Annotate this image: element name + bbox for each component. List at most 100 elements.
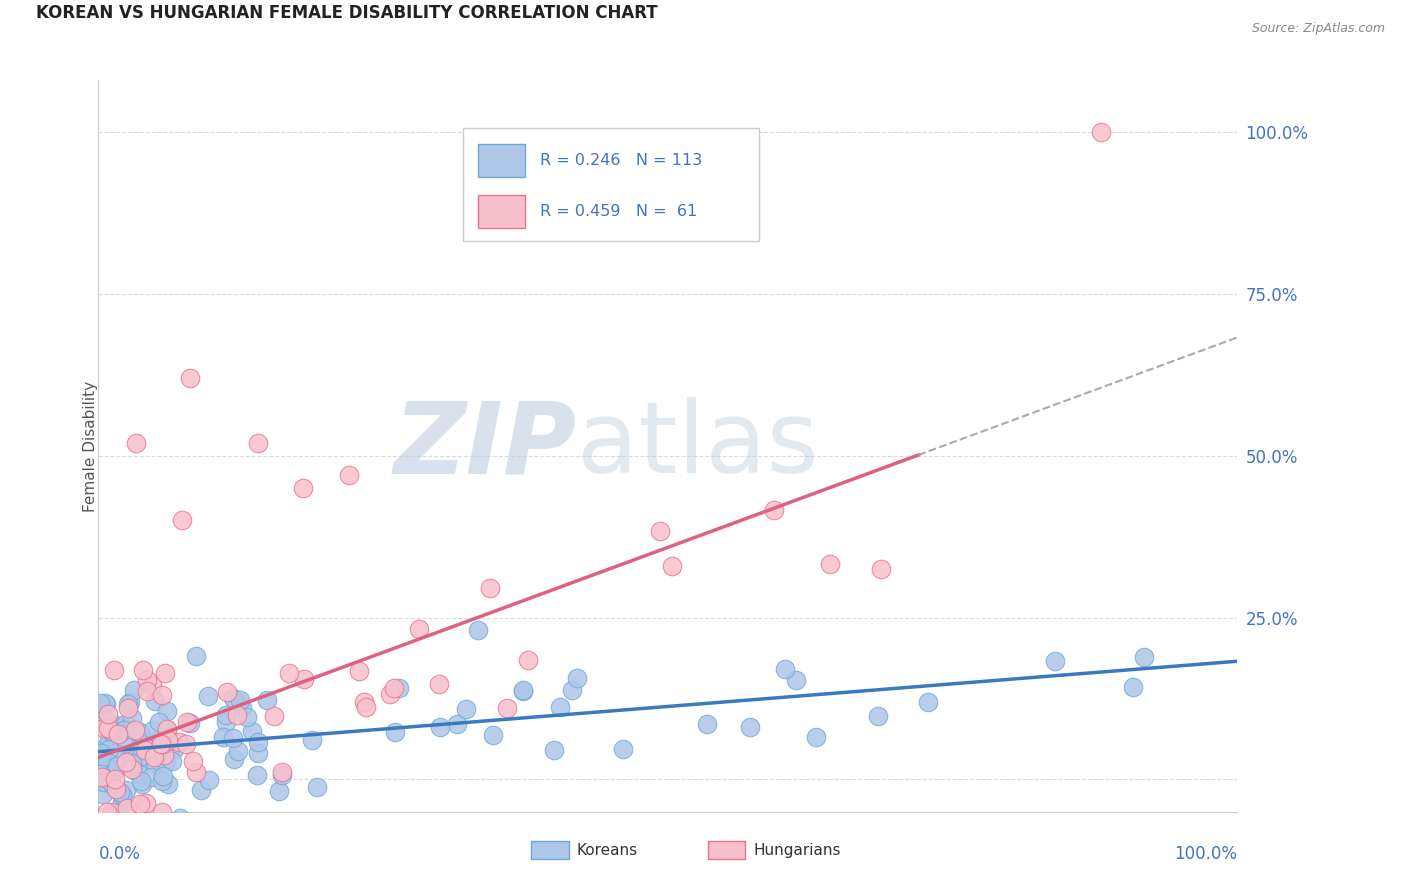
Point bbox=[143, 694, 166, 708]
Point bbox=[382, 681, 405, 695]
Point bbox=[169, 811, 191, 825]
Point bbox=[479, 581, 502, 595]
Point bbox=[89, 696, 111, 710]
Point bbox=[148, 714, 170, 729]
Point bbox=[292, 481, 315, 495]
Point bbox=[349, 664, 371, 678]
Point bbox=[236, 710, 259, 724]
Point bbox=[94, 697, 117, 711]
Point bbox=[429, 720, 451, 734]
Point bbox=[868, 709, 890, 723]
Point bbox=[103, 663, 125, 677]
Point bbox=[129, 749, 152, 764]
Point bbox=[121, 762, 143, 776]
Point bbox=[104, 718, 127, 732]
Point bbox=[170, 513, 193, 527]
Point bbox=[467, 624, 489, 638]
Point bbox=[124, 683, 146, 698]
Point bbox=[517, 652, 540, 666]
Point bbox=[222, 691, 245, 706]
Point bbox=[121, 750, 143, 764]
Point bbox=[104, 729, 127, 743]
Point bbox=[271, 764, 294, 779]
Point bbox=[108, 785, 131, 799]
Point bbox=[121, 756, 143, 770]
Point bbox=[773, 662, 796, 676]
Point bbox=[135, 673, 157, 687]
Point bbox=[108, 805, 131, 819]
Point bbox=[354, 699, 377, 714]
Point bbox=[353, 694, 375, 708]
Point bbox=[118, 695, 141, 709]
Point bbox=[136, 740, 159, 755]
Text: Source: ZipAtlas.com: Source: ZipAtlas.com bbox=[1251, 22, 1385, 36]
Point bbox=[240, 723, 263, 738]
Point bbox=[222, 752, 245, 766]
Point bbox=[101, 777, 124, 791]
Point bbox=[215, 685, 238, 699]
Point bbox=[115, 755, 138, 769]
Text: ZIP: ZIP bbox=[394, 398, 576, 494]
Point bbox=[388, 681, 411, 695]
Point bbox=[98, 733, 121, 747]
Text: KOREAN VS HUNGARIAN FEMALE DISABILITY CORRELATION CHART: KOREAN VS HUNGARIAN FEMALE DISABILITY CO… bbox=[35, 4, 658, 21]
Point bbox=[96, 755, 118, 769]
Point bbox=[157, 732, 180, 747]
Point bbox=[128, 767, 150, 781]
Point bbox=[263, 708, 285, 723]
Point bbox=[97, 706, 120, 721]
Point bbox=[548, 699, 571, 714]
Point bbox=[163, 741, 186, 756]
Point bbox=[153, 665, 176, 680]
Point bbox=[97, 714, 120, 729]
Point bbox=[612, 741, 634, 756]
Point bbox=[105, 759, 128, 773]
Point bbox=[94, 739, 117, 754]
Point bbox=[93, 774, 115, 789]
Point bbox=[124, 723, 146, 737]
Point bbox=[512, 684, 534, 698]
Point bbox=[91, 771, 114, 785]
Point bbox=[115, 801, 138, 815]
Point bbox=[129, 726, 152, 740]
Point bbox=[269, 784, 291, 798]
Text: 100.0%: 100.0% bbox=[1174, 845, 1237, 863]
Point bbox=[156, 723, 179, 737]
Point bbox=[112, 723, 135, 737]
Point bbox=[186, 649, 208, 664]
Point bbox=[141, 678, 163, 692]
Point bbox=[1122, 681, 1144, 695]
Point bbox=[112, 737, 135, 751]
Point bbox=[167, 735, 190, 749]
Point bbox=[176, 714, 198, 729]
Point bbox=[225, 696, 247, 710]
Point bbox=[150, 688, 173, 702]
Point bbox=[496, 701, 519, 715]
Point bbox=[153, 747, 176, 762]
Text: atlas: atlas bbox=[576, 398, 818, 494]
Point bbox=[97, 756, 120, 771]
Point bbox=[121, 711, 143, 725]
Point bbox=[134, 742, 156, 756]
Point bbox=[378, 687, 401, 701]
Point bbox=[1133, 649, 1156, 664]
Point bbox=[103, 746, 125, 760]
Point bbox=[648, 524, 671, 538]
Point bbox=[104, 772, 127, 787]
Point bbox=[565, 671, 588, 685]
Point bbox=[215, 714, 238, 729]
Point bbox=[96, 805, 118, 819]
Point bbox=[150, 805, 173, 819]
Point bbox=[512, 682, 534, 697]
Point bbox=[482, 728, 505, 742]
Point bbox=[198, 772, 221, 787]
Point bbox=[696, 717, 718, 731]
Point bbox=[156, 723, 179, 737]
Point bbox=[215, 707, 238, 722]
Point bbox=[129, 724, 152, 739]
Point bbox=[384, 724, 406, 739]
Point bbox=[90, 766, 112, 780]
Point bbox=[1090, 125, 1112, 139]
Point bbox=[226, 744, 249, 758]
Point bbox=[225, 708, 247, 723]
